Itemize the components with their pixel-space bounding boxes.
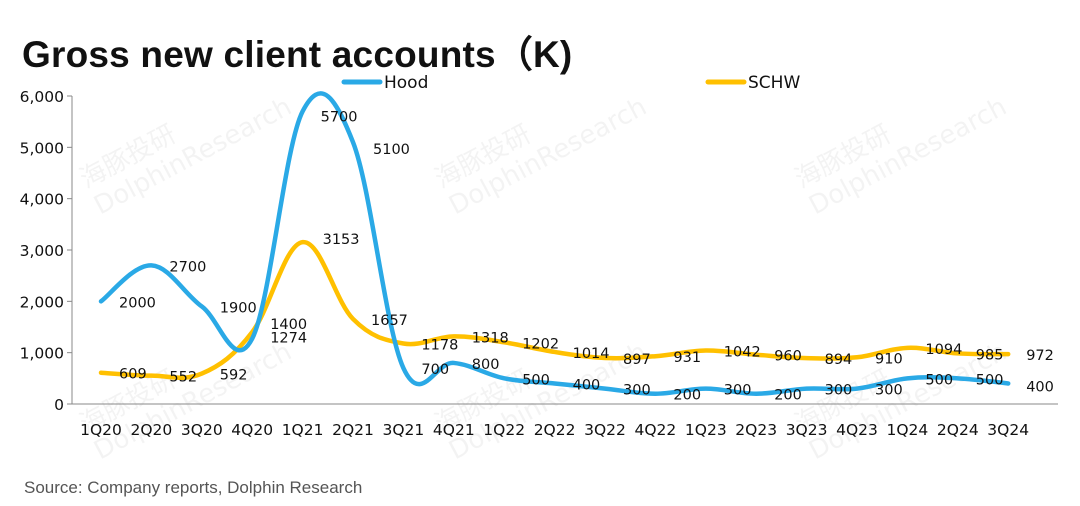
x-tick-label: 2Q24 (937, 421, 979, 439)
series-line-schw (98, 239, 1011, 380)
data-label-schw: 1094 (925, 342, 962, 358)
data-label-schw: 960 (774, 349, 802, 365)
x-tick-label: 3Q20 (181, 421, 223, 439)
data-label-hood: 2000 (119, 295, 156, 311)
data-label-schw: 609 (119, 367, 147, 383)
y-tick-label: 0 (54, 396, 64, 414)
x-tick-label: 3Q24 (987, 421, 1029, 439)
legend: Hood SCHW (341, 73, 800, 93)
y-tick-label: 6,000 (20, 88, 64, 106)
x-tick-label: 3Q22 (584, 421, 626, 439)
legend-label: SCHW (748, 73, 800, 93)
legend-label: Hood (384, 73, 428, 93)
data-label-hood: 300 (724, 383, 752, 399)
data-label-schw: 1318 (472, 330, 509, 346)
x-tick-label: 1Q21 (282, 421, 324, 439)
chart-title: Gross new client accounts（K) (22, 34, 573, 75)
data-label-hood: 500 (522, 372, 550, 388)
watermark: 海豚投研DolphinResearch (75, 92, 297, 221)
data-label-hood: 500 (925, 372, 953, 388)
data-label-hood: 1900 (220, 300, 257, 316)
data-label-schw: 910 (875, 351, 903, 367)
data-label-schw: 985 (976, 347, 1004, 363)
data-label-hood: 1274 (270, 331, 307, 347)
data-label-hood: 5700 (321, 109, 358, 125)
source-note: Source: Company reports, Dolphin Researc… (24, 478, 363, 497)
x-tick-label: 1Q23 (685, 421, 727, 439)
x-tick-label: 1Q22 (483, 421, 525, 439)
data-labels: 2000 2700 1900 1274 5700 5100 700 800 500 400 300 2… (119, 109, 1054, 403)
x-tick-label: 2Q20 (131, 421, 173, 439)
data-label-schw: 3153 (323, 232, 360, 248)
data-label-schw: 1202 (522, 336, 559, 352)
x-tick-label: 2Q21 (332, 421, 374, 439)
x-tick-label: 4Q21 (433, 421, 475, 439)
axes: 0 1,000 2,000 3,000 4,000 5,000 6,000 1Q20 2Q20 3… (20, 88, 1058, 439)
data-label-schw: 894 (825, 352, 853, 368)
x-tick-label: 1Q24 (887, 421, 929, 439)
y-tick-label: 5,000 (20, 139, 64, 157)
y-tick-label: 2,000 (20, 293, 64, 311)
data-label-schw: 1400 (270, 317, 307, 333)
data-label-schw: 1178 (421, 338, 458, 354)
x-tick-label: 2Q23 (735, 421, 777, 439)
y-tick-label: 4,000 (20, 191, 64, 209)
data-label-schw: 931 (673, 350, 701, 366)
data-label-schw: 1014 (573, 346, 610, 362)
data-label-hood: 800 (472, 357, 500, 373)
data-label-hood: 300 (825, 383, 853, 399)
y-tick-label: 1,000 (20, 345, 64, 363)
series-lines (98, 91, 1011, 396)
watermark: 海豚投研DolphinResearch (790, 92, 1012, 221)
x-tick-label: 4Q20 (231, 421, 273, 439)
data-label-schw: 552 (169, 370, 197, 386)
series-line-hood (98, 91, 1011, 396)
data-label-hood: 400 (1026, 379, 1054, 395)
data-label-hood: 300 (623, 383, 651, 399)
x-tick-label: 4Q23 (836, 421, 878, 439)
watermark: 海豚投研DolphinResearch (430, 92, 652, 221)
data-label-hood: 500 (976, 372, 1004, 388)
x-tick-label: 4Q22 (635, 421, 677, 439)
y-tick-label: 3,000 (20, 242, 64, 260)
x-tick-label: 1Q20 (80, 421, 122, 439)
x-tick-label: 2Q22 (534, 421, 576, 439)
x-tick-label: 3Q21 (383, 421, 425, 439)
watermark: 海豚投研DolphinResearch (75, 337, 297, 466)
data-label-hood: 200 (673, 388, 701, 404)
data-label-schw: 1657 (371, 313, 408, 329)
data-label-hood: 200 (774, 388, 802, 404)
data-label-hood: 300 (875, 383, 903, 399)
watermark-layer: 海豚投研DolphinResearch 海豚投研DolphinResearch 海豚… (75, 92, 1012, 466)
data-label-schw: 1042 (724, 345, 761, 361)
data-label-hood: 400 (573, 377, 601, 393)
data-label-schw: 897 (623, 352, 651, 368)
data-label-schw: 592 (220, 368, 248, 384)
data-label-schw: 972 (1026, 348, 1054, 364)
data-label-hood: 5100 (373, 142, 410, 158)
data-label-hood: 700 (421, 362, 449, 378)
data-label-hood: 2700 (169, 259, 206, 275)
x-tick-label: 3Q23 (786, 421, 828, 439)
